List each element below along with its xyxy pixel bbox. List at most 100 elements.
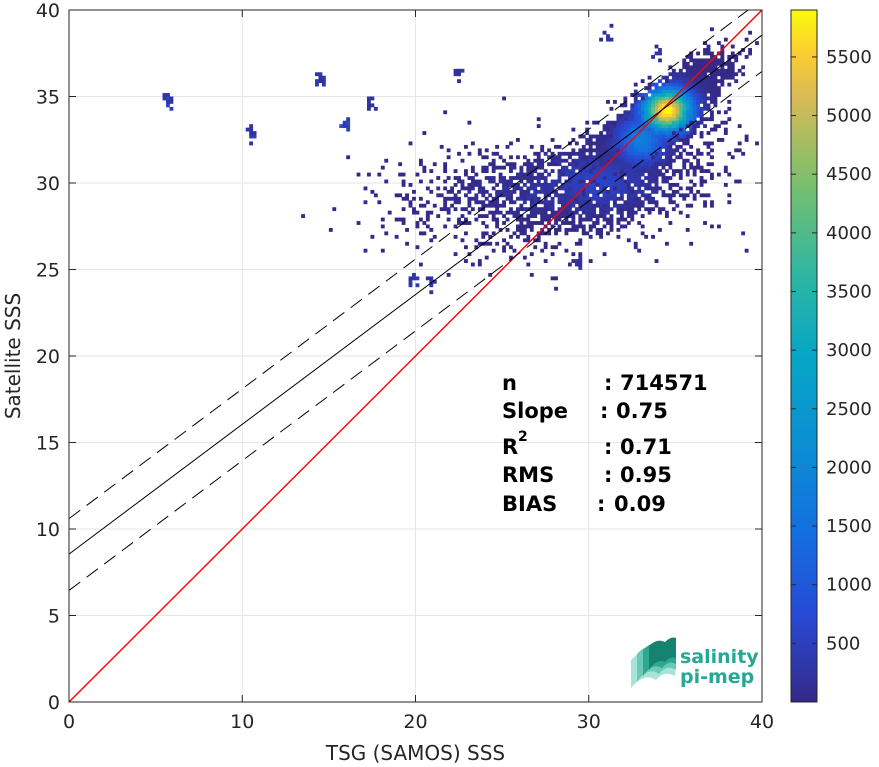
density-cell (578, 259, 583, 263)
density-cell (547, 217, 552, 222)
wave-logo-icon (631, 637, 676, 688)
density-cell (626, 200, 631, 205)
colorbar-tick-label: 5000 (826, 106, 872, 127)
density-cell (578, 200, 583, 205)
density-cell (640, 165, 645, 170)
density-cell (602, 124, 607, 129)
density-cell (557, 144, 562, 149)
density-cell (571, 217, 576, 222)
x-tick-label: 10 (230, 711, 254, 733)
density-cell (654, 127, 659, 132)
density-cell (581, 158, 586, 163)
density-cell (543, 186, 548, 191)
density-cell (619, 151, 624, 156)
density-cell (619, 165, 624, 170)
density-cell (668, 103, 673, 108)
density-cell (696, 82, 701, 87)
density-cell (692, 79, 697, 84)
density-cell (671, 189, 676, 194)
density-cell (755, 141, 759, 146)
density-cell (658, 86, 662, 90)
density-cell (651, 127, 655, 132)
density-cell (682, 117, 687, 122)
density-cell (453, 252, 458, 257)
density-cell (457, 221, 461, 225)
density-cell (647, 127, 652, 132)
density-cell (664, 214, 669, 218)
density-cell (574, 183, 579, 187)
density-cell (706, 75, 711, 80)
density-cell (588, 234, 593, 239)
density-cell (512, 231, 517, 236)
density-cell (710, 89, 714, 94)
density-cell (710, 86, 714, 90)
density-cell (574, 207, 579, 212)
density-cell (609, 172, 614, 177)
density-cell (640, 124, 645, 129)
density-cell (581, 148, 586, 153)
density-cell (540, 172, 545, 177)
density-cell (554, 227, 558, 232)
density-cell (682, 110, 687, 115)
density-cell (484, 176, 489, 180)
density-cell (696, 124, 701, 129)
density-cell (737, 124, 742, 129)
density-cell (689, 103, 694, 108)
density-cell (502, 193, 506, 198)
density-cell (526, 176, 531, 180)
density-cell (581, 231, 586, 236)
density-cell (699, 193, 704, 198)
density-cell (585, 189, 590, 194)
density-cell (626, 221, 631, 225)
density-cell (654, 138, 659, 142)
density-cell (602, 162, 607, 167)
density-cell (509, 255, 513, 260)
density-cell (526, 221, 531, 225)
density-cell (699, 134, 704, 139)
density-cell (616, 131, 621, 135)
density-cell (488, 179, 493, 184)
density-cell (470, 207, 475, 212)
density-cell (592, 155, 597, 160)
density-cell (387, 210, 392, 215)
density-cell (623, 148, 628, 153)
density-cell (599, 172, 604, 177)
density-cell (623, 158, 628, 163)
density-cell (689, 134, 694, 139)
density-cell (685, 117, 690, 122)
density-cell (644, 144, 649, 149)
density-cell (710, 224, 714, 229)
density-cell (491, 210, 496, 215)
density-cell (412, 196, 416, 201)
density-cell (588, 141, 593, 146)
density-cell (498, 176, 503, 180)
density-cell (418, 231, 423, 236)
density-cell (557, 162, 562, 167)
density-cell (519, 172, 524, 177)
density-cell (380, 248, 385, 253)
density-cell (606, 124, 610, 129)
density-cell (748, 30, 753, 35)
density-cell (689, 54, 694, 59)
density-cell (554, 155, 558, 160)
density-cell (567, 169, 572, 174)
density-cell (408, 183, 413, 187)
density-cell (651, 82, 655, 87)
density-cell (408, 200, 413, 205)
density-cell (696, 58, 701, 63)
density-cell (616, 183, 621, 187)
density-cell (380, 217, 385, 222)
density-cell (602, 200, 607, 205)
density-cell (675, 99, 680, 104)
density-cell (616, 162, 621, 167)
density-cell (609, 214, 614, 218)
density-cell (571, 252, 576, 257)
density-cell (460, 179, 465, 184)
density-cell (727, 68, 732, 73)
density-cell (519, 221, 524, 225)
density-cell (651, 141, 655, 146)
density-cell (578, 203, 583, 208)
density-cell (647, 186, 652, 191)
density-cell (651, 200, 655, 205)
density-cell (578, 193, 583, 198)
